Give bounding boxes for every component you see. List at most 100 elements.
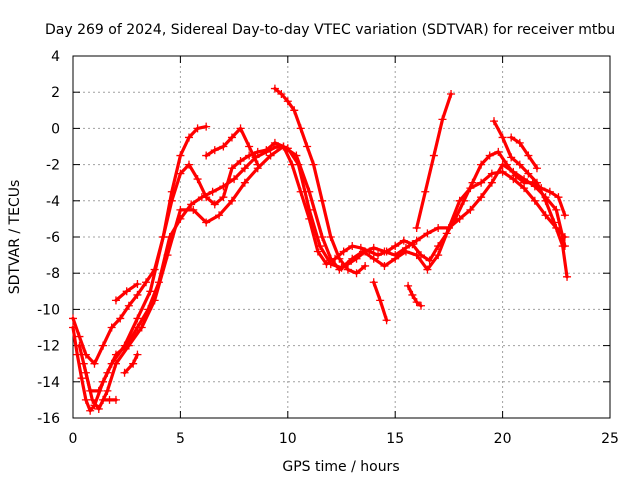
data-point [335, 254, 344, 263]
data-point [438, 115, 447, 124]
data-point [507, 133, 516, 142]
data-point [103, 386, 112, 395]
series-trace [509, 135, 539, 170]
data-point [560, 211, 569, 220]
data-point [318, 233, 327, 241]
data-point [227, 164, 236, 173]
data-point [316, 242, 325, 251]
data-point [176, 214, 185, 223]
series-track-9 [412, 90, 456, 232]
data-point [498, 160, 507, 169]
data-point [94, 386, 103, 395]
data-point [509, 167, 518, 176]
data-point [202, 151, 211, 160]
data-point [434, 251, 443, 260]
data-point [227, 196, 236, 205]
series-track-11 [507, 133, 541, 173]
data-point [326, 260, 335, 269]
data-point [197, 193, 206, 202]
data-point [545, 187, 554, 196]
data-point [283, 97, 292, 106]
data-point [477, 178, 486, 187]
data-point [111, 350, 120, 359]
data-point [369, 278, 378, 287]
data-point [240, 178, 249, 187]
data-point [412, 298, 421, 307]
data-point [79, 359, 88, 368]
x-tick-label: 0 [69, 431, 78, 447]
data-point [466, 184, 475, 193]
data-point [412, 236, 421, 245]
data-point [283, 144, 292, 153]
data-point [270, 84, 279, 93]
y-tick-label: -2 [46, 158, 60, 174]
data-point [554, 193, 563, 202]
data-point [69, 314, 77, 323]
x-tick-labels: 0 5 10 15 20 25 [69, 431, 619, 447]
data-point [277, 90, 286, 99]
data-point [184, 160, 193, 169]
data-point [416, 301, 425, 310]
y-tick-label: -6 [46, 230, 60, 246]
data-point [133, 290, 142, 299]
y-tick-label: 4 [51, 49, 60, 65]
data-point [326, 233, 335, 241]
data-point [129, 359, 138, 368]
series-track-6 [270, 84, 370, 278]
data-point [90, 359, 99, 368]
data-point [133, 350, 142, 359]
series-trace [415, 92, 453, 230]
data-point [352, 269, 361, 278]
data-point [167, 187, 176, 196]
y-axis-label: SDTVAR / TECUs [7, 180, 23, 295]
y-tick-label: 2 [51, 85, 60, 101]
data-point [236, 124, 245, 133]
data-point [558, 242, 567, 251]
data-point [520, 184, 529, 193]
series-track-10 [490, 117, 572, 281]
data-point [524, 169, 533, 178]
series-track-8 [404, 281, 425, 310]
data-point [487, 169, 496, 178]
data-point [358, 247, 367, 256]
data-point [253, 160, 262, 169]
data-point [103, 368, 112, 377]
data-point [210, 146, 219, 155]
data-point [524, 151, 533, 160]
data-point [120, 368, 129, 377]
data-point [541, 196, 550, 205]
data-point [176, 151, 185, 160]
data-point [107, 323, 116, 332]
data-point [369, 243, 378, 252]
data-point [423, 265, 432, 274]
data-point [376, 296, 385, 305]
data-point [477, 193, 486, 202]
data-point [399, 236, 408, 245]
series-track-14 [120, 350, 142, 377]
data-point [86, 406, 95, 415]
data-point [434, 223, 443, 232]
y-tick-label: 0 [51, 121, 60, 137]
data-point [509, 175, 518, 184]
data-point [520, 175, 529, 184]
data-point [146, 287, 155, 296]
data-point [494, 147, 503, 156]
data-point [142, 278, 151, 287]
data-point [202, 122, 211, 131]
data-point [210, 200, 219, 209]
data-point [447, 90, 456, 99]
data-point [159, 233, 168, 241]
data-point [337, 263, 346, 272]
data-point [77, 374, 86, 383]
series-track-3 [79, 142, 569, 395]
data-point [176, 205, 185, 214]
data-point [532, 164, 541, 173]
data-point [124, 301, 133, 310]
data-point [227, 133, 236, 142]
data-point [444, 223, 453, 232]
data-point [202, 218, 211, 227]
data-point [374, 251, 383, 260]
data-point [487, 178, 496, 187]
data-point [94, 404, 103, 413]
